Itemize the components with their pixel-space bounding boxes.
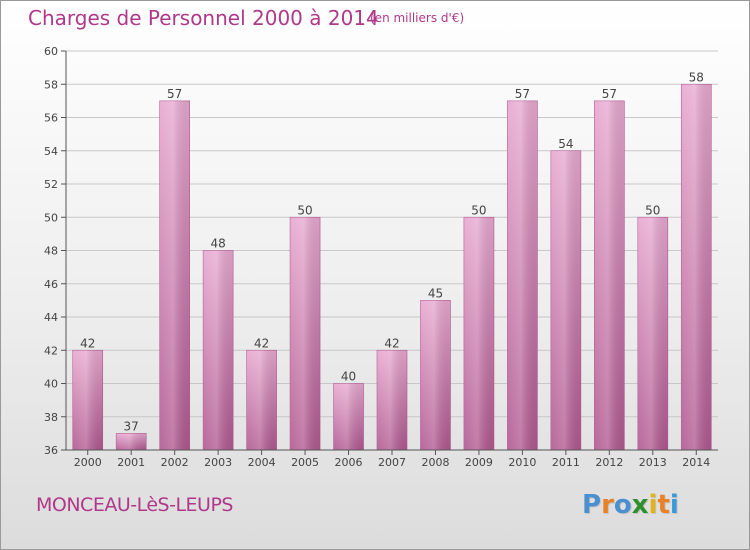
y-tick-label: 40	[44, 378, 58, 391]
data-label: 57	[602, 87, 617, 101]
x-tick-label: 2007	[378, 456, 406, 469]
logo-letter: i	[669, 490, 679, 520]
y-tick-label: 48	[44, 245, 58, 258]
logo-letter: t	[657, 490, 670, 520]
logo-letter: x	[631, 490, 649, 520]
y-tick-label: 44	[44, 311, 58, 324]
bar-shine	[550, 150, 581, 450]
bar-shine	[159, 100, 190, 450]
commune-name: MONCEAU-LèS-LEUPS	[36, 494, 233, 516]
bar-shine	[463, 217, 494, 450]
data-label: 42	[80, 336, 95, 350]
bar-shine	[507, 100, 538, 450]
bar-shine	[116, 433, 147, 450]
x-tick-label: 2006	[335, 456, 363, 469]
x-tick-label: 2004	[248, 456, 276, 469]
x-tick-label: 2001	[117, 456, 145, 469]
y-tick-label: 50	[44, 211, 58, 224]
logo-letter: r	[601, 490, 614, 520]
y-tick-label: 46	[44, 278, 58, 291]
chart-title: Charges de Personnel 2000 à 2014	[28, 6, 379, 30]
y-tick-label: 38	[44, 411, 58, 424]
data-label: 42	[254, 336, 269, 350]
x-tick-label: 2003	[204, 456, 232, 469]
proxiti-logo: Proxiti	[582, 490, 679, 520]
x-tick-label: 2012	[595, 456, 623, 469]
data-label: 37	[124, 419, 139, 433]
bar-shine	[420, 300, 451, 450]
y-tick-label: 60	[44, 45, 58, 58]
bar-shine	[594, 100, 625, 450]
bar-shine	[333, 383, 364, 450]
data-label: 48	[210, 237, 225, 251]
bar-shine	[203, 250, 234, 450]
data-label: 40	[341, 370, 356, 384]
chart-subtitle: (en milliers d'€)	[370, 11, 465, 25]
bar-shine	[377, 350, 407, 450]
x-tick-label: 2009	[465, 456, 493, 469]
bar-shine	[681, 84, 712, 450]
y-tick-label: 58	[44, 78, 58, 91]
x-tick-label: 2008	[421, 456, 449, 469]
data-label: 50	[471, 203, 486, 217]
data-label: 50	[297, 203, 312, 217]
x-tick-label: 2010	[508, 456, 536, 469]
y-tick-label: 54	[44, 145, 58, 158]
y-tick-label: 36	[44, 444, 58, 457]
bar-shine	[246, 350, 277, 450]
logo-letter: P	[582, 490, 602, 520]
data-label: 57	[167, 87, 182, 101]
logo-letter: o	[613, 490, 632, 520]
bar-shine	[290, 217, 321, 450]
x-tick-label: 2002	[161, 456, 189, 469]
y-tick-label: 42	[44, 344, 58, 357]
data-label: 42	[384, 336, 399, 350]
y-tick-label: 52	[44, 178, 58, 191]
x-tick-label: 2005	[291, 456, 319, 469]
data-label: 54	[558, 137, 573, 151]
x-tick-label: 2011	[552, 456, 580, 469]
data-label: 58	[689, 70, 704, 84]
bar-shine	[72, 350, 103, 450]
y-tick-label: 56	[44, 112, 58, 125]
bar-shine	[637, 217, 668, 450]
logo-letter: i	[648, 490, 658, 520]
data-label: 57	[515, 87, 530, 101]
x-tick-label: 2000	[74, 456, 102, 469]
x-tick-label: 2014	[682, 456, 710, 469]
data-label: 45	[428, 286, 443, 300]
data-label: 50	[645, 203, 660, 217]
x-tick-label: 2013	[639, 456, 667, 469]
